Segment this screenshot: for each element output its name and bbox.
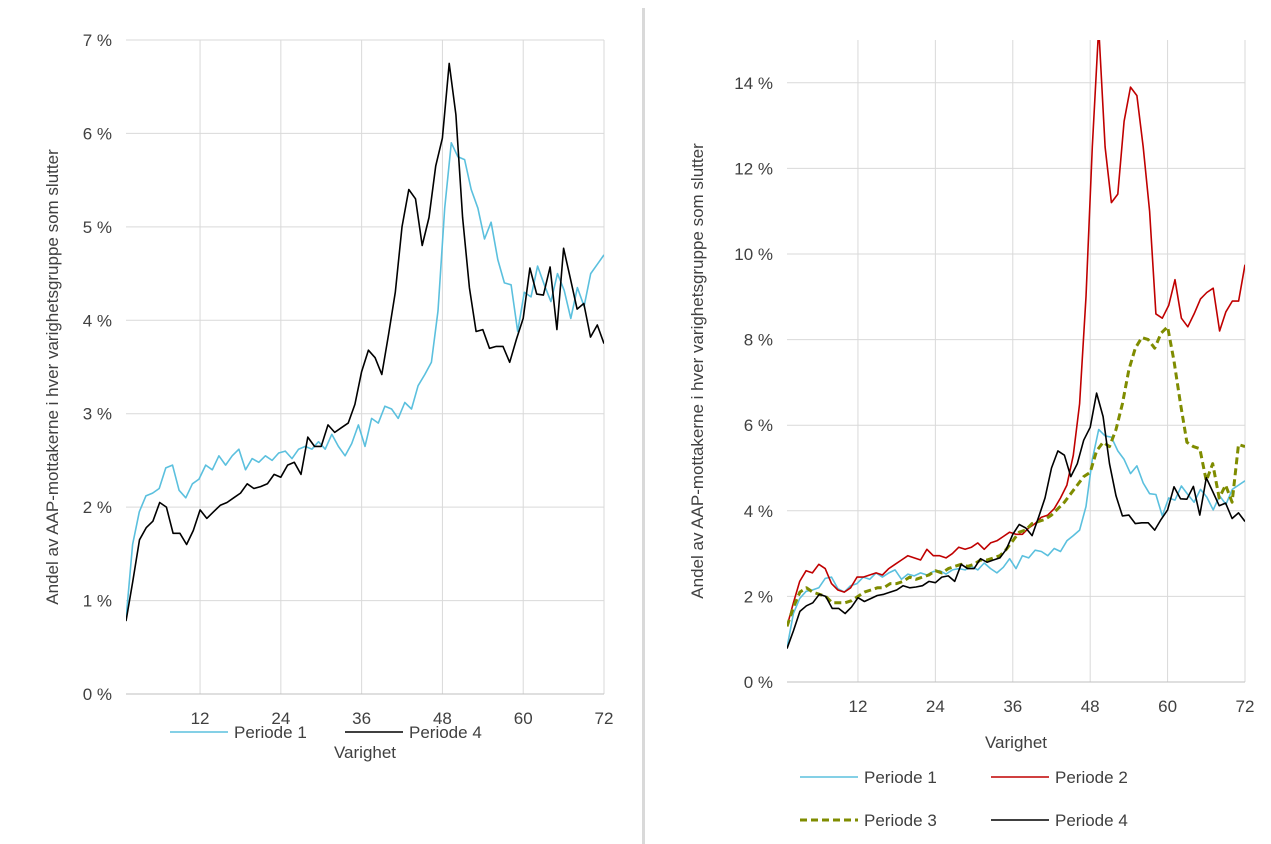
gridlines bbox=[787, 40, 1246, 683]
x-tick-label: 60 bbox=[1158, 697, 1177, 716]
x-tick-label: 72 bbox=[1236, 697, 1255, 716]
chart-panel-right: 0 % 2 % 4 % 6 % 8 % 10 % 12 % 14 % 12 24 36 48 60 72 … bbox=[645, 0, 1271, 844]
series-line-periode-3 bbox=[787, 325, 1245, 627]
legend-label: Periode 2 bbox=[1055, 768, 1128, 787]
chart-panel-left: 0 % 1 % 2 % 3 % 4 % 5 % 6 % 7 % 12 24 36 48 60 72 And… bbox=[43, 31, 614, 762]
x-axis-label: Varighet bbox=[985, 733, 1047, 752]
legend-label: Periode 1 bbox=[234, 723, 307, 742]
series-lines bbox=[126, 62, 604, 622]
legend: Periode 1 Periode 2 Periode 3 Periode 4 bbox=[800, 768, 1128, 830]
legend-label: Periode 1 bbox=[864, 768, 937, 787]
series-line-periode-4 bbox=[126, 62, 604, 622]
chart-left: 0 % 1 % 2 % 3 % 4 % 5 % 6 % 7 % 12 24 36 48 60 72 And… bbox=[43, 31, 614, 762]
y-tick-label: 14 % bbox=[734, 74, 773, 93]
chart-right: 0 %2 %4 %6 %8 %10 %12 %14 %12 24 36 48 60 72 … bbox=[688, 40, 1254, 830]
y-tick-label: 2 % bbox=[744, 587, 773, 606]
x-tick-label: 60 bbox=[514, 709, 533, 728]
axes: 0 % 1 % 2 % 3 % 4 % 5 % 6 % 7 % 12 24 36 48 60 72 bbox=[83, 31, 614, 728]
x-tick-label: 24 bbox=[271, 709, 290, 728]
x-tick-label: 12 bbox=[191, 709, 210, 728]
x-axis-label: Varighet bbox=[334, 743, 396, 762]
y-tick-label: 12 % bbox=[734, 159, 773, 178]
x-tick-label: 36 bbox=[1003, 697, 1022, 716]
legend: Periode 1 Periode 4 bbox=[170, 723, 482, 742]
legend-label: Periode 3 bbox=[864, 811, 937, 830]
legend-label: Periode 4 bbox=[1055, 811, 1128, 830]
series-lines bbox=[787, 40, 1245, 649]
y-tick-label: 5 % bbox=[83, 218, 112, 237]
y-axis-label: Andel av AAP-mottakerne i hver varighets… bbox=[688, 143, 707, 599]
axes: 0 % 2 % 4 % 6 % 8 % 10 % 12 % 14 % 12 24 36 48 60 72 bbox=[734, 74, 1254, 716]
y-tick-label: 8 % bbox=[744, 331, 773, 350]
y-tick-label: 1 % bbox=[83, 592, 112, 611]
y-tick-label: 10 % bbox=[734, 245, 773, 264]
y-tick-label: 7 % bbox=[83, 31, 112, 50]
x-tick-label: 72 bbox=[595, 709, 614, 728]
panel-divider bbox=[642, 8, 645, 844]
series-line-periode-2 bbox=[787, 40, 1245, 627]
y-tick-label: 3 % bbox=[83, 405, 112, 424]
legend-label: Periode 4 bbox=[409, 723, 482, 742]
series-line-periode-4 bbox=[787, 392, 1245, 649]
x-tick-label: 48 bbox=[433, 709, 452, 728]
y-tick-label: 4 % bbox=[744, 502, 773, 521]
gridlines bbox=[126, 39, 605, 695]
x-tick-label: 36 bbox=[352, 709, 371, 728]
series-line-periode-1 bbox=[126, 142, 604, 620]
y-tick-label: 0 % bbox=[83, 685, 112, 704]
y-tick-label: 6 % bbox=[744, 416, 773, 435]
y-tick-label: 6 % bbox=[83, 124, 112, 143]
y-tick-label: 0 % bbox=[744, 673, 773, 692]
y-tick-label: 4 % bbox=[83, 311, 112, 330]
x-tick-label: 12 bbox=[848, 697, 867, 716]
y-axis-label: Andel av AAP-mottakerne i hver varighets… bbox=[43, 149, 62, 605]
y-tick-label: 2 % bbox=[83, 498, 112, 517]
x-tick-label: 24 bbox=[926, 697, 945, 716]
x-tick-label: 48 bbox=[1081, 697, 1100, 716]
